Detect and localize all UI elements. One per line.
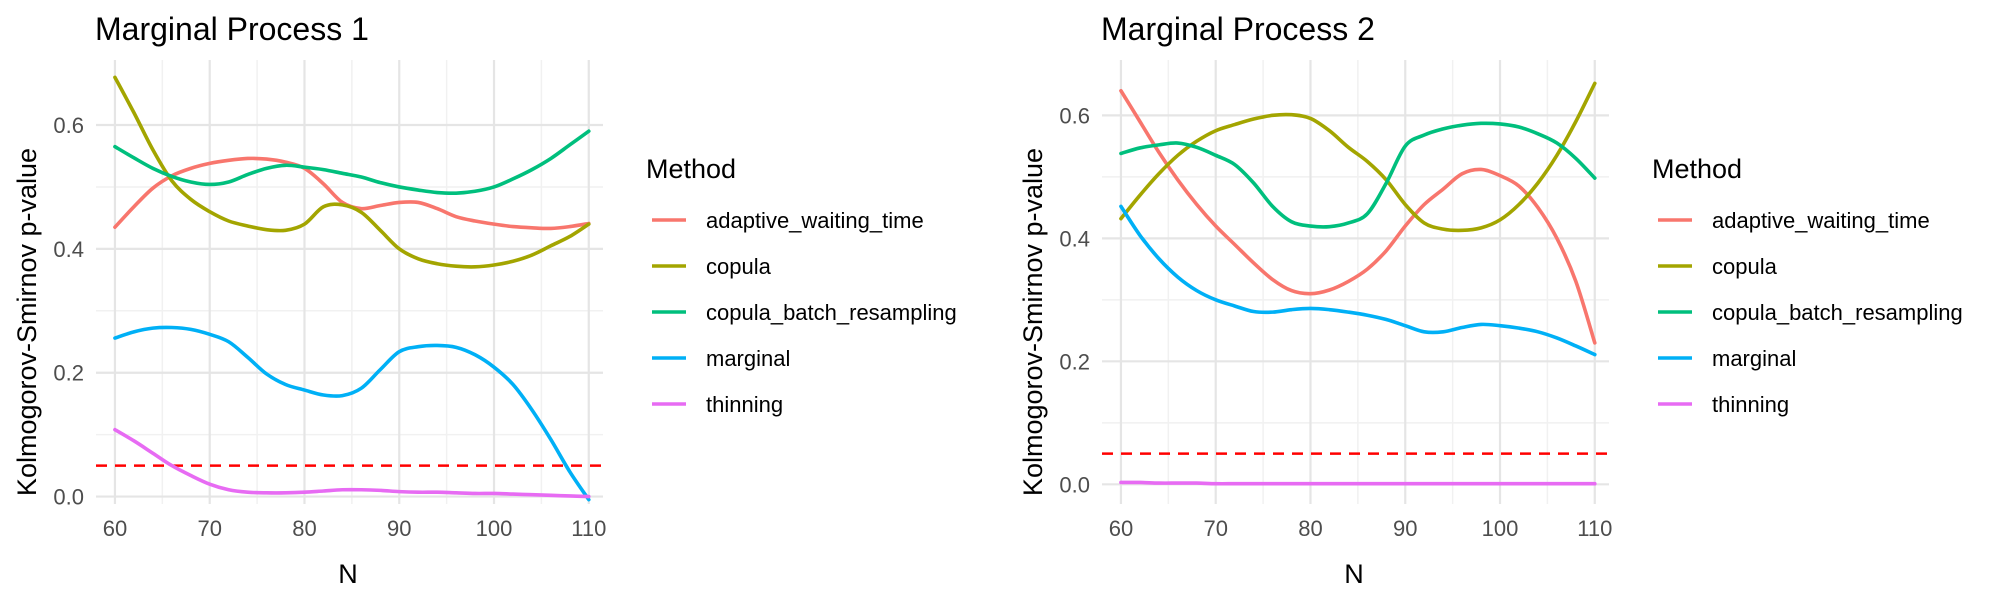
chart-panel-2: Marginal Process 2 0.0 0.2 0.4 0.6 60 70 80 90…	[1018, 11, 1963, 589]
x-tick-labels: 60 70 80 90 100 110	[103, 516, 607, 541]
x-tick-label: 60	[1109, 516, 1133, 541]
y-tick-label: 0.6	[1059, 103, 1090, 128]
series-line-thinning	[113, 427, 591, 499]
legend-label: adaptive_waiting_time	[706, 208, 924, 233]
legend-item-copula: copula	[652, 254, 772, 279]
y-tick-label: 0.2	[53, 361, 84, 386]
x-tick-label: 100	[1482, 516, 1519, 541]
legend-label: copula	[1712, 254, 1778, 279]
legend-item-copula-batch-resampling: copula_batch_resampling	[652, 300, 957, 325]
x-tick-labels: 60 70 80 90 100 110	[1109, 516, 1613, 541]
y-tick-label: 0.0	[1059, 472, 1090, 497]
y-tick-label: 0.2	[1059, 349, 1090, 374]
legend-item-adaptive-waiting-time: adaptive_waiting_time	[1658, 208, 1930, 233]
x-tick-label: 70	[197, 516, 221, 541]
x-axis-label: N	[1344, 559, 1364, 589]
series-line-thinning	[1119, 480, 1597, 486]
legend-item-copula: copula	[1658, 254, 1778, 279]
legend-label: marginal	[1712, 346, 1796, 371]
y-tick-labels: 0.0 0.2 0.4 0.6	[53, 113, 84, 510]
x-tick-label: 70	[1203, 516, 1227, 541]
y-tick-labels: 0.0 0.2 0.4 0.6	[1059, 103, 1090, 497]
x-tick-label: 60	[103, 516, 127, 541]
y-tick-label: 0.6	[53, 113, 84, 138]
chart-title: Marginal Process 2	[1101, 11, 1375, 47]
series-line-adaptive-waiting-time	[1119, 88, 1597, 345]
y-tick-label: 0.4	[1059, 226, 1090, 251]
legend-item-thinning: thinning	[652, 392, 783, 417]
series-line-marginal	[113, 325, 591, 502]
legend-label: adaptive_waiting_time	[1712, 208, 1930, 233]
chart-panel-1: Marginal Process 1 0.0 0.2 0.4 0.6 60 70 80 90…	[12, 11, 957, 589]
x-tick-label: 80	[292, 516, 316, 541]
y-axis-label: Kolmogorov-Smirnov p-value	[12, 148, 42, 496]
y-tick-label: 0.0	[53, 485, 84, 510]
series-lines	[1119, 81, 1597, 486]
legend-label: copula	[706, 254, 772, 279]
grid	[1102, 60, 1609, 504]
grid	[96, 60, 603, 504]
legend-item-marginal: marginal	[652, 346, 790, 371]
x-tick-label: 110	[571, 516, 606, 541]
series-line-copula	[1119, 81, 1597, 233]
x-tick-label: 110	[1577, 516, 1612, 541]
x-axis-label: N	[338, 559, 358, 589]
x-tick-label: 80	[1298, 516, 1322, 541]
x-tick-label: 100	[476, 516, 513, 541]
legend-label: copula_batch_resampling	[1712, 300, 1963, 325]
series-lines	[113, 75, 591, 502]
legend-title: Method	[646, 154, 736, 184]
y-axis-label: Kolmogorov-Smirnov p-value	[1018, 148, 1048, 496]
legend-item-marginal: marginal	[1658, 346, 1796, 371]
x-tick-label: 90	[387, 516, 411, 541]
legend-label: thinning	[706, 392, 783, 417]
x-tick-label: 90	[1393, 516, 1417, 541]
y-tick-label: 0.4	[53, 237, 84, 262]
series-line-copula-batch-resampling	[1119, 121, 1597, 229]
legend-item-thinning: thinning	[1658, 392, 1789, 417]
legend-label: copula_batch_resampling	[706, 300, 957, 325]
series-line-copula-batch-resampling	[113, 129, 591, 195]
legend-item-copula-batch-resampling: copula_batch_resampling	[1658, 300, 1963, 325]
series-line-copula	[113, 75, 591, 269]
legend-label: thinning	[1712, 392, 1789, 417]
legend-item-adaptive-waiting-time: adaptive_waiting_time	[652, 208, 924, 233]
legend-title: Method	[1652, 154, 1742, 184]
series-line-marginal	[1119, 204, 1597, 357]
legend-label: marginal	[706, 346, 790, 371]
chart-title: Marginal Process 1	[95, 11, 369, 47]
